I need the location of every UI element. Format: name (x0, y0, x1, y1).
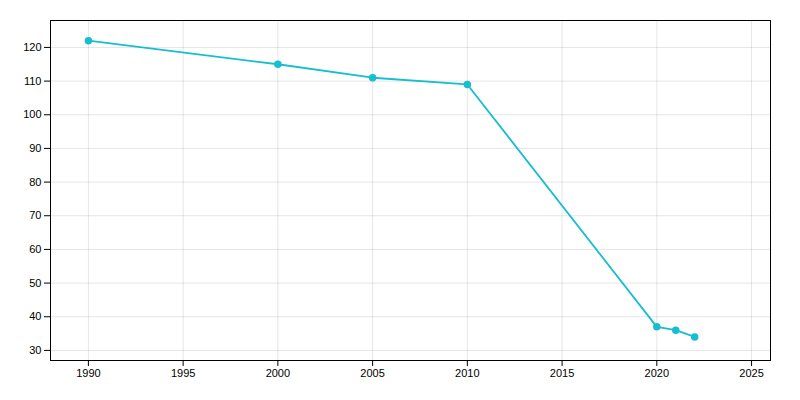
svg-text:2015: 2015 (550, 367, 574, 379)
svg-text:70: 70 (29, 209, 41, 221)
svg-text:1995: 1995 (171, 367, 195, 379)
svg-text:110: 110 (24, 75, 42, 87)
svg-text:30: 30 (29, 344, 41, 356)
svg-text:2010: 2010 (455, 367, 479, 379)
svg-text:120: 120 (23, 41, 41, 53)
svg-text:90: 90 (29, 142, 41, 154)
svg-text:60: 60 (29, 243, 41, 255)
svg-text:1990: 1990 (76, 367, 100, 379)
svg-text:100: 100 (23, 108, 41, 120)
svg-text:2020: 2020 (645, 367, 669, 379)
svg-text:50: 50 (29, 277, 41, 289)
svg-text:2000: 2000 (266, 367, 290, 379)
svg-text:40: 40 (29, 310, 41, 322)
svg-text:2025: 2025 (739, 367, 763, 379)
svg-text:80: 80 (29, 176, 41, 188)
svg-text:2005: 2005 (360, 367, 384, 379)
